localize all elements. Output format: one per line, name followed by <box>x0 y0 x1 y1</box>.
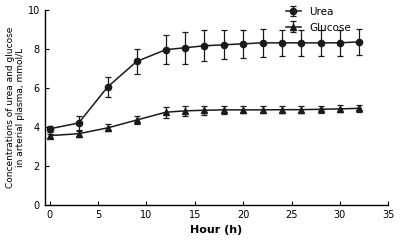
Y-axis label: Concentrations of urea and glucose
in arterial plasma, mmol/L: Concentrations of urea and glucose in ar… <box>6 27 25 188</box>
Legend: Urea, Glucose: Urea, Glucose <box>284 5 354 35</box>
X-axis label: Hour (h): Hour (h) <box>190 225 243 235</box>
